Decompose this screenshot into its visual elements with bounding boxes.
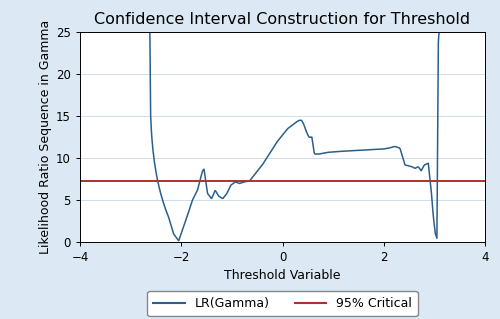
- LR(Gamma): [358, 148, 364, 152]
- LR(Gamma): [156, 182, 162, 186]
- X-axis label: Threshold Variable: Threshold Variable: [224, 269, 341, 282]
- LR(Gamma): [176, 239, 182, 243]
- Y-axis label: Likelihood Ratio Sequence in Gamma: Likelihood Ratio Sequence in Gamma: [39, 20, 52, 254]
- LR(Gamma): [128, 30, 134, 34]
- LR(Gamma): [422, 163, 428, 167]
- 95% Critical: [330, 179, 336, 182]
- Title: Confidence Interval Construction for Threshold: Confidence Interval Construction for Thr…: [94, 11, 470, 26]
- LR(Gamma): [430, 211, 436, 214]
- 95% Critical: [280, 179, 285, 182]
- Line: LR(Gamma): LR(Gamma): [80, 32, 485, 241]
- LR(Gamma): [482, 30, 488, 34]
- Legend: LR(Gamma), 95% Critical: LR(Gamma), 95% Critical: [147, 291, 418, 316]
- LR(Gamma): [473, 30, 479, 34]
- LR(Gamma): [77, 30, 83, 34]
